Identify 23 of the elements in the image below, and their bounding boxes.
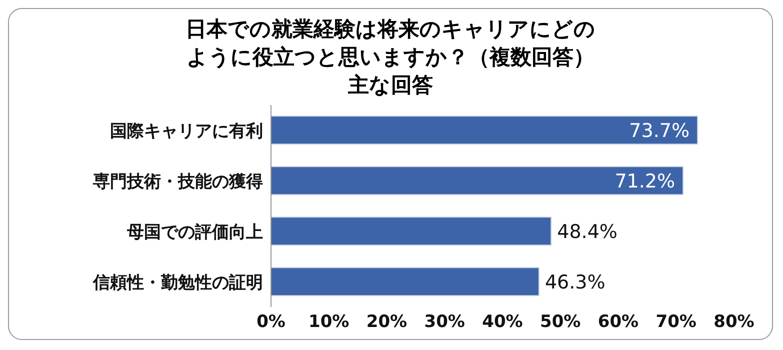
x-tick-label: 10% — [308, 312, 350, 332]
chart-subtitle: 主な回答 — [347, 72, 434, 99]
x-tick-label: 80% — [714, 312, 754, 332]
data-label: 71.2% — [614, 170, 676, 192]
x-tick-label: 40% — [482, 312, 523, 332]
x-tick-label: 20% — [366, 312, 408, 332]
y-tick-label: 母国での評価向上 — [126, 222, 263, 242]
x-tick-label: 0% — [256, 312, 286, 332]
data-label: 48.4% — [557, 220, 618, 243]
bar — [271, 216, 552, 246]
bar — [271, 166, 684, 196]
y-tick-label: 専門技術・技能の獲得 — [92, 172, 263, 192]
data-label: 46.3% — [544, 271, 606, 294]
bar — [271, 116, 698, 145]
x-tick-label: 30% — [424, 312, 465, 332]
bar — [271, 267, 540, 296]
chart-title: 日本での就業経験は将来のキャリアにどのように役立つと思いますか？（複数回答） — [184, 16, 596, 71]
data-label: 73.7% — [629, 120, 690, 142]
y-tick-label: 国際キャリアに有利 — [110, 121, 263, 142]
x-tick-label: 70% — [656, 312, 696, 332]
x-tick-label: 60% — [598, 312, 639, 332]
y-tick-label: 信頼性・勤勉性の証明 — [92, 272, 263, 293]
x-tick-label: 50% — [540, 312, 581, 332]
